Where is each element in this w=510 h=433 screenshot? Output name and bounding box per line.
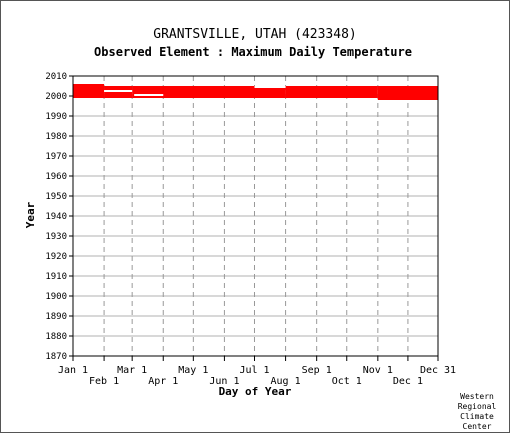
x-tick-label: Aug 1 [271,376,301,387]
chart-subtitle: Observed Element : Maximum Daily Tempera… [94,45,412,59]
y-tick-label: 1990 [45,112,67,122]
y-tick-label: 1910 [45,272,67,282]
credit-block: Western Regional Climate Center [458,392,497,431]
y-tick-label: 1920 [45,252,67,262]
y-tick-label: 1900 [45,292,67,302]
y-tick-label: 1960 [45,172,67,182]
missing-data-mark [134,94,164,96]
credit-line: Climate [460,412,494,421]
y-tick-label: 1880 [45,332,67,342]
x-tick-label: Sep 1 [302,365,332,376]
y-tick-label: 2000 [45,92,67,102]
x-tick-label: Jul 1 [239,365,269,376]
missing-data-mark [104,90,133,92]
x-tick-label: Dec 1 [393,376,423,387]
plot-frame [72,75,439,357]
y-tick-label: 1870 [45,352,67,362]
x-tick-label: Mar 1 [117,365,147,376]
credit-line: Western [460,392,494,401]
observed-period-bar [377,86,438,100]
observed-period-bar [132,86,255,98]
y-tick-label: 1950 [45,192,67,202]
y-tick-label: 1940 [45,212,67,222]
y-tick-label: 1890 [45,312,67,322]
y-tick-label: 2010 [45,72,67,82]
x-tick-label: Feb 1 [89,376,119,387]
y-tick-label: 1930 [45,232,67,242]
observed-period-bar [73,84,105,98]
x-tick-label: Apr 1 [148,376,178,387]
x-tick-label: Jun 1 [209,376,239,387]
x-tick-labels: Jan 1 Mar 1 May 1 Jul 1 Sep 1 Nov 1 Dec 31 Feb … [58,365,456,387]
x-tick-label: Dec 31 [420,365,456,376]
credit-line: Regional [458,402,497,411]
x-tick-label: Nov 1 [363,365,393,376]
x-axis-label: Day of Year [219,385,292,398]
observed-period-bar [285,86,378,98]
missing-marks [104,86,286,96]
x-tick-label: Oct 1 [332,376,362,387]
missing-data-mark [254,86,286,88]
observed-period-bar [254,86,286,98]
x-tick-label: May 1 [178,365,208,376]
chart-title: GRANTSVILLE, UTAH (423348) [153,27,357,42]
y-tick-label: 1970 [45,152,67,162]
y-tick-labels: 1870 1880 1890 1900 1910 1920 1930 1940 1950 1960… [45,72,67,362]
y-axis-label: Year [24,201,37,228]
x-tick-label: Jan 1 [58,365,88,376]
credit-line: Center [463,422,492,431]
grid [69,75,439,361]
y-tick-label: 1980 [45,132,67,142]
